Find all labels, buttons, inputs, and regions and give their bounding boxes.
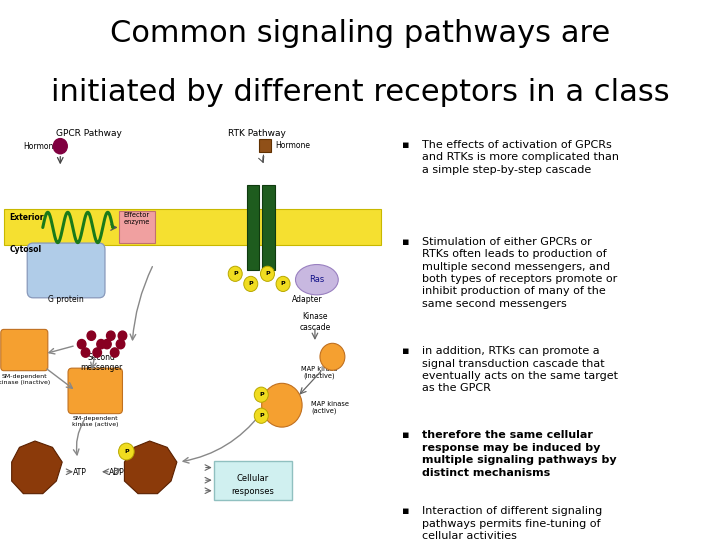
Circle shape bbox=[116, 340, 125, 349]
Text: Effector: Effector bbox=[124, 212, 150, 218]
Circle shape bbox=[119, 443, 134, 460]
Text: ▪: ▪ bbox=[402, 507, 409, 516]
Circle shape bbox=[93, 348, 102, 357]
Bar bbox=[247, 185, 259, 269]
Text: SM-dependent
kinase (inactive): SM-dependent kinase (inactive) bbox=[0, 374, 50, 384]
Circle shape bbox=[77, 340, 86, 349]
Circle shape bbox=[244, 276, 258, 292]
FancyBboxPatch shape bbox=[27, 243, 105, 298]
Bar bbox=[258, 139, 271, 152]
Text: P: P bbox=[259, 413, 264, 418]
Circle shape bbox=[53, 139, 67, 154]
Text: initiated by different receptors in a class: initiated by different receptors in a cl… bbox=[50, 78, 670, 107]
Text: The effects of activation of GPCRs
and RTKs is more complicated than
a simple st: The effects of activation of GPCRs and R… bbox=[422, 140, 619, 174]
Circle shape bbox=[107, 331, 115, 340]
Text: in addition, RTKs can promote a
signal transduction cascade that
eventually acts: in addition, RTKs can promote a signal t… bbox=[422, 346, 618, 394]
Circle shape bbox=[261, 266, 274, 281]
Bar bbox=[262, 185, 275, 269]
Circle shape bbox=[228, 266, 242, 281]
Ellipse shape bbox=[295, 265, 338, 295]
FancyBboxPatch shape bbox=[1, 329, 48, 370]
Circle shape bbox=[96, 340, 105, 349]
Text: P: P bbox=[281, 281, 285, 286]
Circle shape bbox=[261, 383, 302, 427]
Circle shape bbox=[254, 387, 269, 402]
Polygon shape bbox=[12, 441, 62, 494]
Circle shape bbox=[87, 331, 96, 340]
Text: P: P bbox=[248, 281, 253, 286]
Circle shape bbox=[118, 331, 127, 340]
Text: Hormone: Hormone bbox=[275, 141, 310, 150]
Circle shape bbox=[276, 276, 290, 292]
FancyBboxPatch shape bbox=[214, 461, 292, 500]
Text: GPCR Pathway: GPCR Pathway bbox=[56, 129, 122, 138]
Text: responses: responses bbox=[231, 487, 274, 496]
Text: Adapter: Adapter bbox=[292, 295, 323, 303]
Text: enzyme: enzyme bbox=[124, 219, 150, 225]
Text: Hormone: Hormone bbox=[23, 141, 58, 151]
Circle shape bbox=[103, 340, 111, 349]
Text: Second
messenger: Second messenger bbox=[80, 353, 122, 372]
Bar bbox=[4, 210, 381, 245]
Text: ATP: ATP bbox=[73, 468, 86, 477]
Text: MAP kinase
(active): MAP kinase (active) bbox=[311, 401, 349, 414]
Text: ▪: ▪ bbox=[402, 237, 409, 247]
Polygon shape bbox=[125, 441, 177, 494]
Text: MAP kirase
(inactive): MAP kirase (inactive) bbox=[300, 366, 337, 379]
Text: Stimulation of either GPCRs or
RTKs often leads to production of
multiple second: Stimulation of either GPCRs or RTKs ofte… bbox=[422, 237, 617, 309]
Circle shape bbox=[81, 348, 90, 357]
Text: ▪: ▪ bbox=[402, 346, 409, 356]
Text: P: P bbox=[265, 271, 270, 276]
Text: P: P bbox=[259, 392, 264, 397]
Text: therefore the same cellular
response may be induced by
multiple signaling pathwa: therefore the same cellular response may… bbox=[422, 430, 616, 478]
Text: Ras: Ras bbox=[310, 275, 325, 284]
Text: ▪: ▪ bbox=[402, 140, 409, 150]
Text: RTK Pathway: RTK Pathway bbox=[228, 129, 286, 138]
FancyBboxPatch shape bbox=[68, 368, 122, 414]
Circle shape bbox=[254, 408, 269, 423]
Text: Cellular: Cellular bbox=[237, 475, 269, 483]
Text: Exterior: Exterior bbox=[10, 213, 44, 222]
Text: G protein: G protein bbox=[48, 295, 84, 303]
Circle shape bbox=[110, 348, 119, 357]
Text: ▪: ▪ bbox=[402, 430, 409, 441]
Text: ADP: ADP bbox=[109, 468, 125, 477]
Text: SM-dependent
kinase (active): SM-dependent kinase (active) bbox=[72, 416, 119, 427]
FancyBboxPatch shape bbox=[119, 212, 155, 244]
Text: Common signaling pathways are: Common signaling pathways are bbox=[110, 19, 610, 48]
Text: Interaction of different signaling
pathways permits fine-tuning of
cellular acti: Interaction of different signaling pathw… bbox=[422, 507, 602, 540]
Text: P: P bbox=[233, 271, 238, 276]
Text: Cytosol: Cytosol bbox=[10, 245, 42, 254]
Text: P: P bbox=[124, 449, 129, 454]
Text: Kinase
cascade: Kinase cascade bbox=[300, 312, 330, 332]
Circle shape bbox=[320, 343, 345, 370]
